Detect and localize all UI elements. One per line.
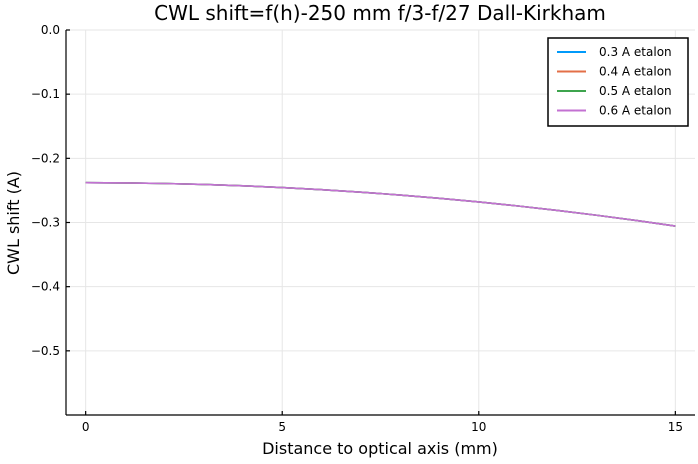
x-tick-label: 5 [278,420,286,434]
x-axis-label: Distance to optical axis (mm) [262,439,498,458]
chart-title: CWL shift=f(h)-250 mm f/3-f/27 Dall-Kirk… [154,1,606,25]
grid [66,29,695,415]
series-line-2 [85,181,676,227]
x-tick-label: 0 [82,420,90,434]
tick-labels: 0 5 10 15 0.0 −0.1 −0.2 −0.3 −0.4 −0.5 [31,23,683,434]
legend: 0.3 A etalon 0.4 A etalon 0.5 A etalon 0.6 … [547,37,689,127]
y-tick-label: −0.4 [31,280,60,294]
series-lines [85,181,676,227]
legend-label: 0.4 A etalon [599,65,672,79]
y-tick-label: −0.1 [31,87,60,101]
y-tick-label: −0.5 [31,344,60,358]
y-tick-label: −0.2 [31,151,60,165]
legend-label: 0.3 A etalon [599,45,672,59]
y-axis-label: CWL shift (A) [4,171,23,275]
y-tick-label: −0.3 [31,216,60,230]
series-line-3 [85,181,676,227]
y-tick-label: 0.0 [41,23,60,37]
series-line-1 [85,181,676,227]
series-line-4 [85,181,676,227]
legend-label: 0.5 A etalon [599,84,672,98]
legend-label: 0.6 A etalon [599,104,672,118]
axes [65,29,695,416]
x-tick-label: 10 [471,420,486,434]
x-tick-label: 15 [668,420,683,434]
